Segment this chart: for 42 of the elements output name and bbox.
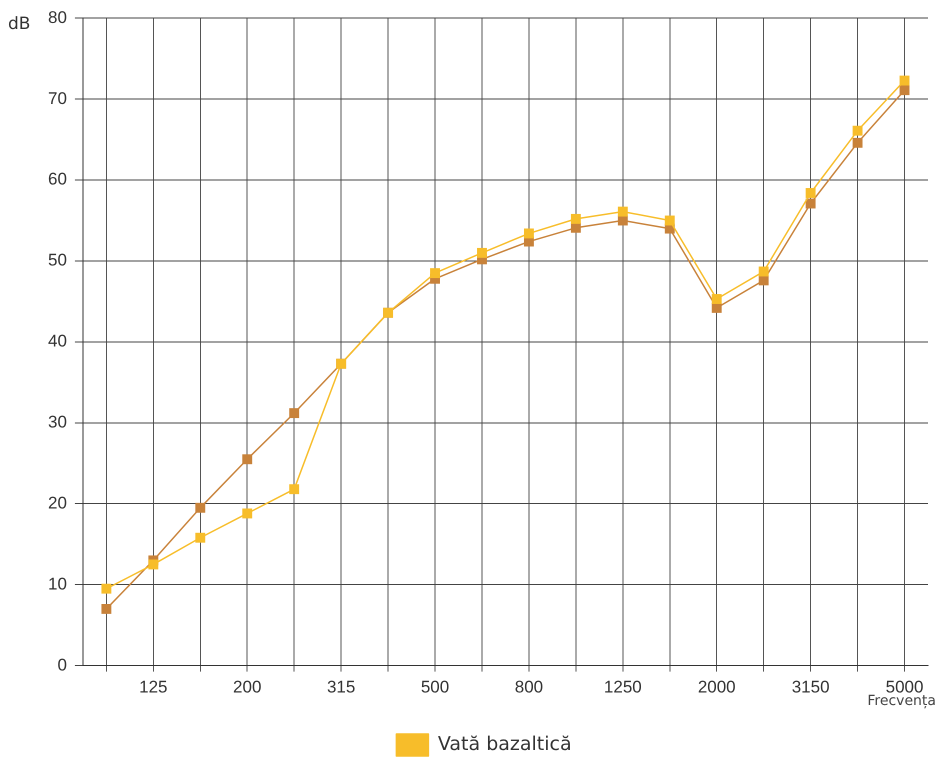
x-tick-label: 315 (326, 677, 356, 696)
x-tick-label: 125 (139, 677, 168, 696)
y-tick-label: 20 (48, 493, 67, 512)
y-tick-label: 70 (48, 88, 67, 108)
y-tick-label: 10 (48, 574, 67, 594)
point (570, 214, 581, 224)
y-tick-label: 60 (48, 170, 67, 189)
point (242, 508, 252, 518)
y-tick-label: 40 (48, 332, 67, 351)
point (195, 532, 206, 543)
point (758, 266, 769, 276)
point (712, 294, 722, 304)
x-tick-label: 500 (420, 677, 450, 696)
point (618, 206, 628, 217)
point (477, 248, 487, 258)
point (806, 198, 816, 208)
point (148, 559, 158, 570)
x-tick-label: 2000 (698, 677, 736, 696)
point (664, 216, 675, 226)
y-tick-label: 30 (48, 412, 67, 432)
point (101, 604, 112, 614)
x-tick-label: 200 (233, 677, 262, 696)
point (852, 138, 863, 148)
x-tick-label: 3150 (792, 677, 830, 696)
point (289, 484, 300, 494)
y-tick-label: 80 (48, 8, 67, 27)
point (195, 502, 206, 513)
point (101, 584, 112, 594)
x-tick-label: 800 (514, 677, 544, 696)
y-tick-label: 50 (48, 250, 67, 270)
point (900, 76, 910, 86)
point (242, 454, 252, 464)
point (852, 126, 863, 136)
x-tick-label: 1250 (604, 677, 642, 696)
y-tick-label: 0 (57, 655, 67, 674)
legend-label: Vată bazaltică (438, 732, 572, 755)
point (430, 268, 440, 278)
point (900, 85, 910, 96)
point (806, 188, 816, 198)
point (289, 408, 300, 418)
point (524, 228, 534, 238)
y-axis-title: dB (8, 14, 30, 34)
